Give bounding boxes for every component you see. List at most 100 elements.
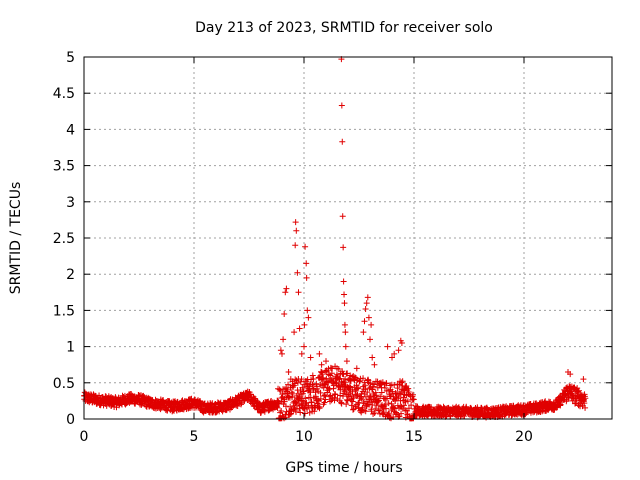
data-point	[338, 399, 345, 406]
data-point	[582, 395, 589, 402]
data-point	[297, 409, 304, 416]
data-point	[391, 350, 398, 357]
data-point	[392, 398, 399, 405]
y-tick-label: 4.5	[53, 86, 75, 102]
data-point	[302, 243, 309, 250]
data-point	[346, 383, 353, 390]
data-point	[341, 300, 348, 307]
data-point	[355, 399, 362, 406]
data-point	[316, 404, 323, 411]
data-point	[339, 213, 346, 220]
data-point	[371, 361, 378, 368]
data-points-layer	[81, 56, 589, 422]
data-point	[373, 392, 380, 399]
data-point	[296, 394, 303, 401]
data-point	[581, 400, 588, 407]
data-point	[339, 138, 346, 145]
data-point	[381, 384, 388, 391]
data-point	[321, 381, 328, 388]
y-tick-label: 3.5	[53, 159, 75, 175]
data-point	[372, 389, 379, 396]
data-point	[337, 392, 344, 399]
data-point	[321, 399, 328, 406]
data-point	[364, 389, 371, 396]
data-point	[314, 396, 321, 403]
data-point	[285, 393, 292, 400]
data-point	[261, 408, 268, 415]
data-point	[281, 311, 288, 318]
data-point	[309, 381, 316, 388]
data-point	[302, 395, 309, 402]
data-point	[316, 350, 323, 357]
data-point	[238, 401, 245, 408]
data-point	[371, 409, 378, 416]
y-tick-label: 2	[66, 267, 75, 283]
data-point	[342, 343, 349, 350]
data-point	[582, 404, 589, 411]
data-point	[362, 305, 369, 312]
data-point	[364, 294, 371, 301]
data-point	[292, 219, 299, 226]
data-point	[334, 365, 340, 372]
data-point	[298, 350, 305, 357]
data-point	[353, 365, 360, 372]
data-point	[280, 336, 287, 343]
data-point	[313, 380, 320, 387]
data-point	[362, 408, 369, 415]
data-point	[338, 102, 345, 109]
data-point	[410, 396, 417, 403]
data-point	[369, 380, 376, 387]
data-point	[369, 386, 376, 393]
x-tick-label: 10	[295, 429, 313, 445]
data-point	[580, 376, 587, 383]
data-point	[341, 291, 348, 298]
x-axis-label: GPS time / hours	[285, 460, 402, 476]
data-point	[295, 289, 302, 296]
data-point	[384, 343, 391, 350]
data-point	[372, 405, 379, 412]
data-point	[292, 408, 299, 415]
x-tick-label: 20	[515, 429, 533, 445]
data-point	[369, 354, 376, 361]
y-tick-label: 4	[66, 122, 75, 138]
data-point	[305, 402, 312, 409]
data-point	[292, 399, 299, 406]
data-point	[377, 393, 384, 400]
data-point	[388, 400, 395, 407]
data-point	[390, 404, 397, 411]
data-point	[343, 401, 350, 408]
y-tick-label: 2.5	[53, 231, 75, 247]
x-tick-label: 0	[80, 429, 89, 445]
data-point	[341, 321, 348, 328]
data-point	[320, 374, 327, 381]
data-point	[326, 393, 333, 400]
data-point	[395, 347, 402, 354]
data-point	[576, 387, 582, 394]
data-point	[327, 392, 334, 399]
data-point	[383, 380, 390, 387]
data-point	[340, 371, 347, 378]
data-point	[382, 401, 389, 408]
data-point	[277, 347, 284, 354]
data-point	[376, 407, 383, 414]
data-point	[392, 390, 399, 397]
data-point	[300, 388, 307, 395]
y-tick-label: 1.5	[53, 303, 75, 319]
x-tick-label: 15	[405, 429, 423, 445]
data-point	[274, 404, 281, 411]
data-point	[410, 415, 417, 422]
data-point	[283, 285, 290, 292]
data-point	[358, 396, 365, 403]
data-point	[494, 408, 501, 415]
data-point	[366, 385, 373, 392]
data-point	[287, 403, 294, 410]
data-point	[292, 242, 299, 249]
data-point	[356, 378, 363, 385]
data-point	[289, 390, 296, 397]
data-point	[331, 391, 338, 398]
chart-title: Day 213 of 2023, SRMTID for receiver sol…	[195, 20, 493, 36]
data-point	[365, 314, 372, 321]
data-point	[373, 402, 380, 409]
data-point	[348, 402, 355, 409]
data-point	[341, 388, 348, 395]
